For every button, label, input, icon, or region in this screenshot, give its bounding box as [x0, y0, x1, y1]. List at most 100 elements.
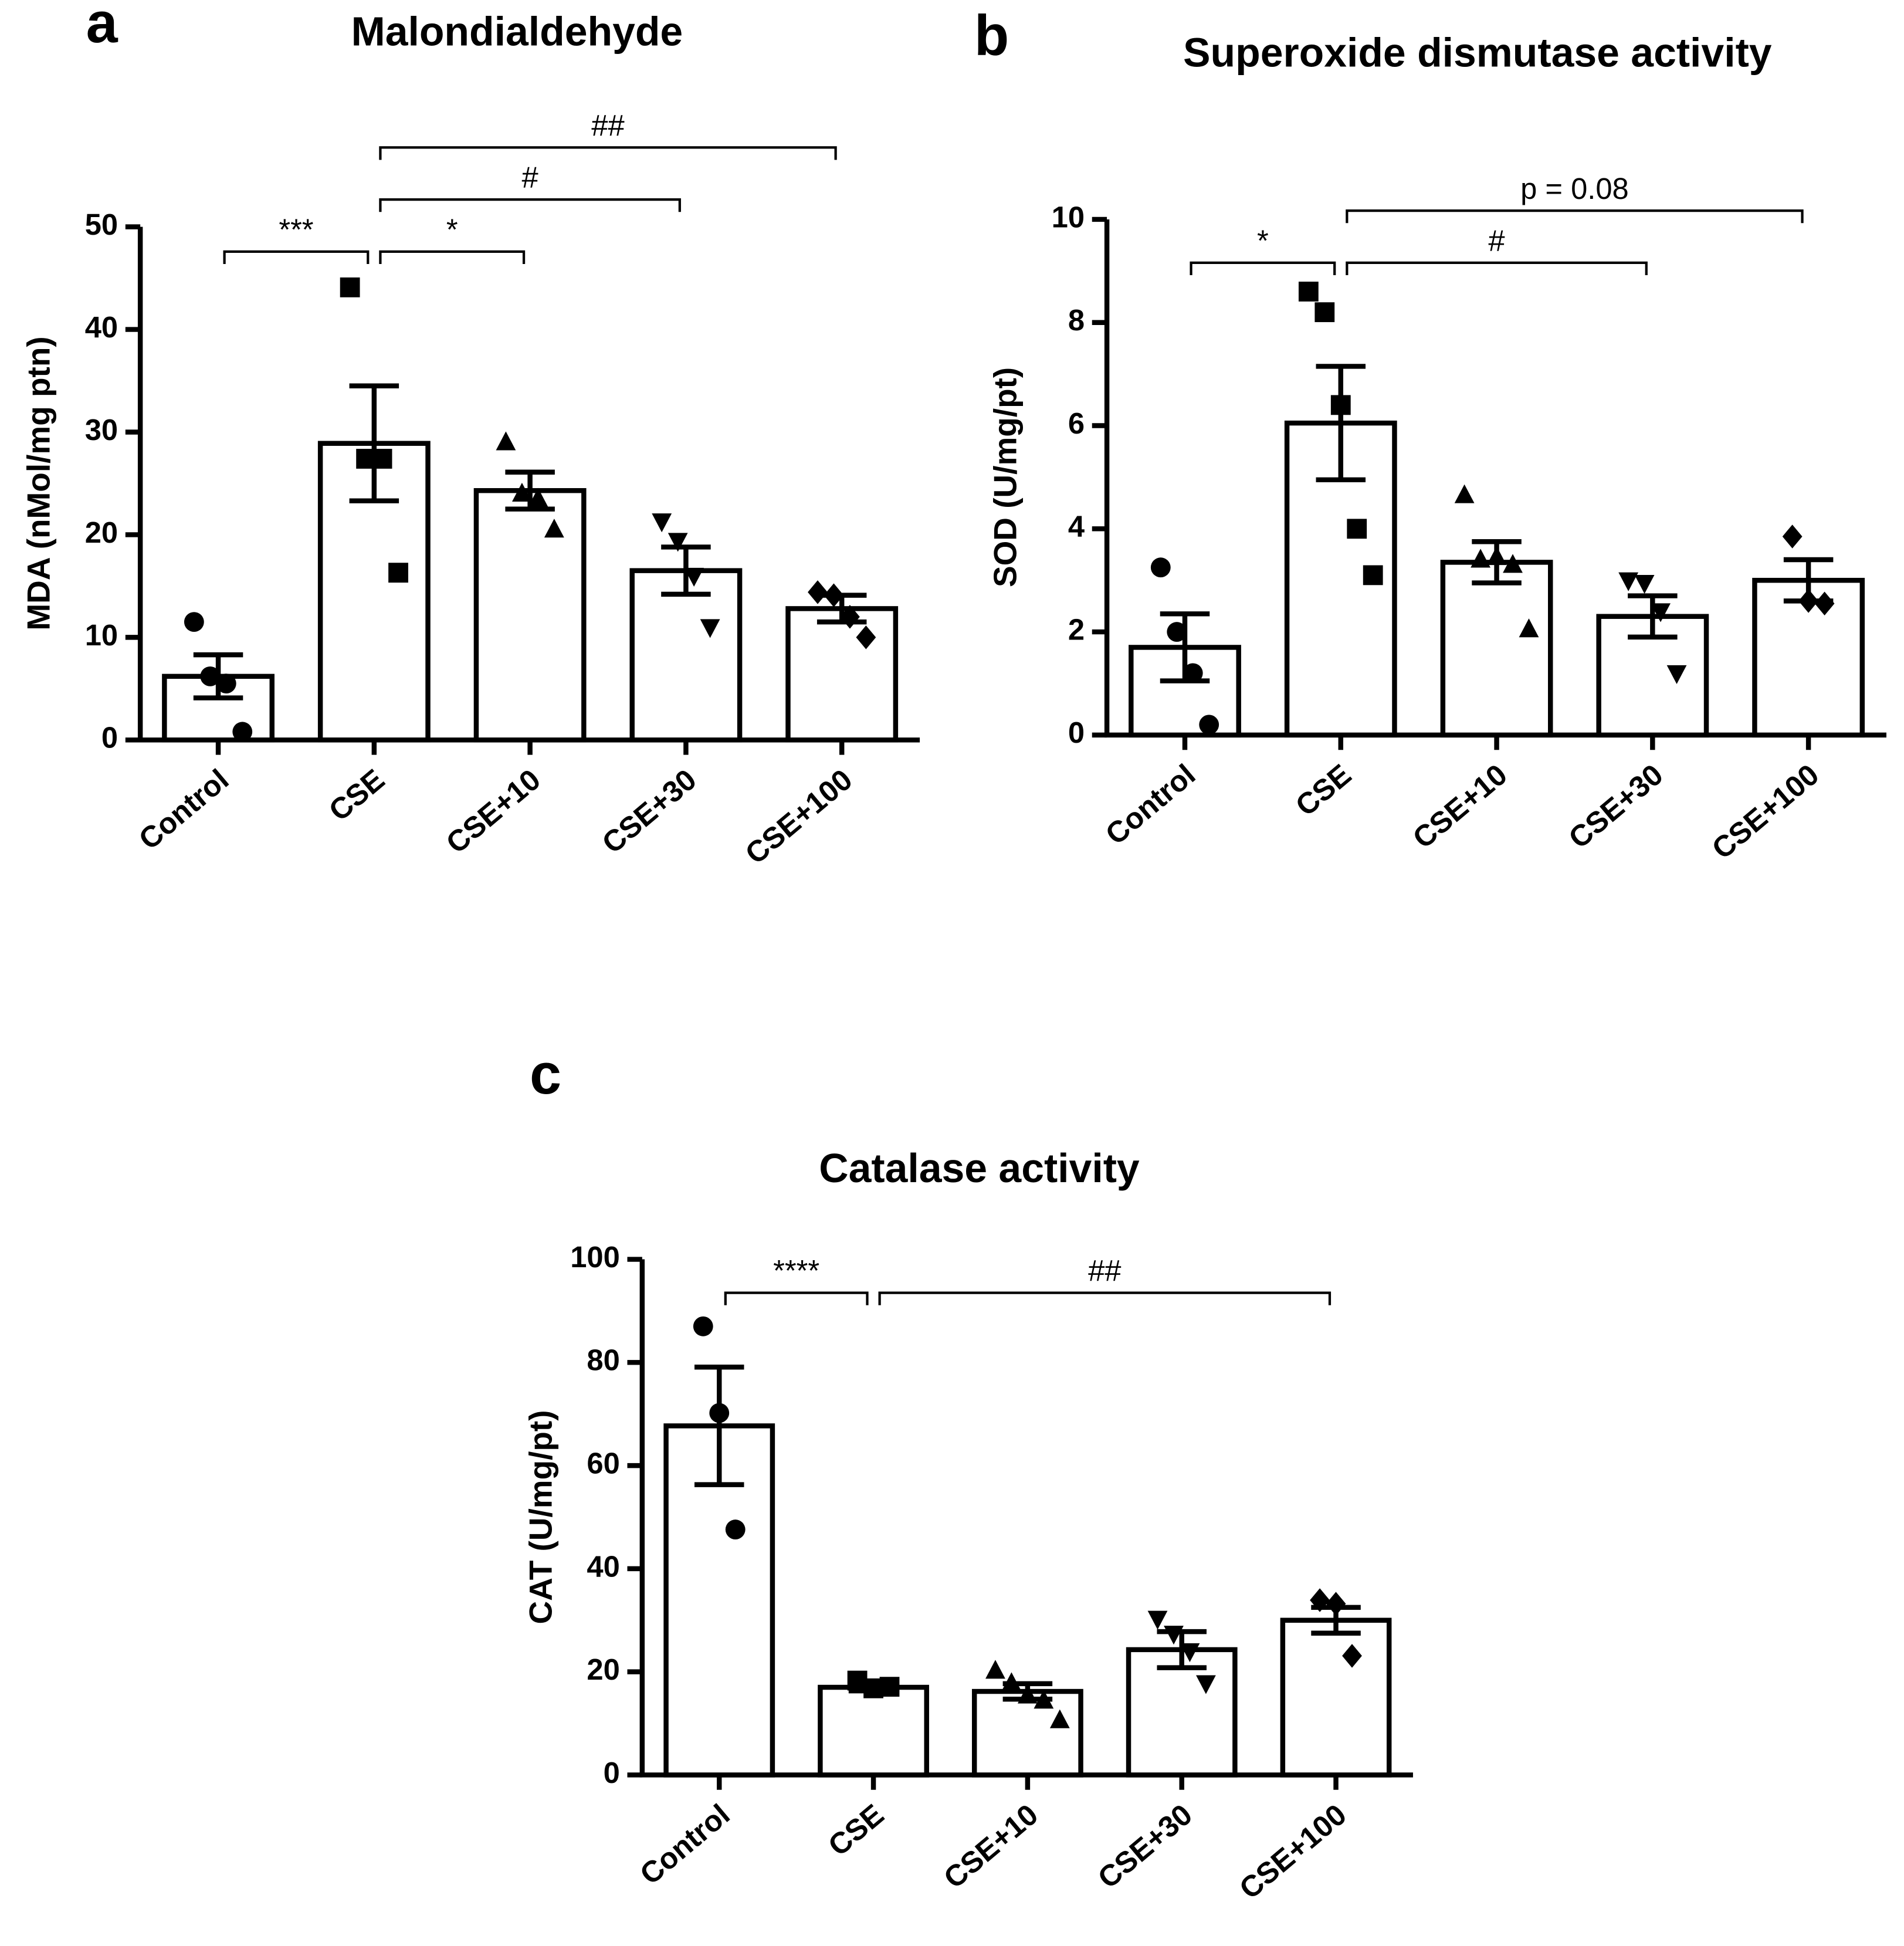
y-axis-label: MDA (nMol/mg ptn): [21, 336, 57, 630]
significance-label: #: [522, 161, 538, 194]
significance-bracket: [878, 1291, 1332, 1305]
data-point: [652, 513, 672, 533]
significance-label: ****: [773, 1254, 819, 1287]
x-tick-label: CSE+100: [1706, 757, 1825, 865]
data-point: [544, 519, 564, 538]
data-point: [684, 567, 704, 587]
data-point: [1503, 554, 1523, 573]
data-point: [1017, 1684, 1038, 1704]
data-point: [1183, 663, 1203, 683]
x-tick-label: CSE+10: [440, 763, 547, 860]
data-point: [1147, 1610, 1168, 1630]
y-tick-label: 100: [570, 1240, 620, 1274]
significance-bracket: [379, 250, 526, 265]
y-tick-label: 8: [1068, 303, 1085, 337]
data-point: [1519, 618, 1539, 638]
x-tick-label: Control: [633, 1798, 736, 1891]
significance-bracket: [1190, 261, 1336, 276]
data-point: [693, 1316, 713, 1336]
significance-bracket: [379, 198, 681, 212]
data-point: [184, 612, 204, 632]
data-point: [700, 619, 720, 638]
data-point: [1199, 715, 1219, 735]
data-point: [1314, 302, 1335, 323]
x-tick-label: CSE+100: [739, 763, 859, 871]
significance-label: *: [1257, 224, 1269, 257]
y-tick-label: 80: [587, 1343, 619, 1377]
data-point: [1001, 1672, 1022, 1691]
data-point: [1330, 395, 1351, 415]
y-tick-label: 4: [1068, 510, 1085, 543]
bar: [818, 1684, 929, 1778]
y-tick-label: 60: [587, 1446, 619, 1480]
y-tick-label: 40: [587, 1549, 619, 1583]
data-point: [1486, 546, 1507, 566]
y-tick-label: 30: [85, 413, 118, 446]
y-axis-label: CAT (U/mg/pt): [522, 1410, 558, 1624]
x-tick-label: CSE: [1289, 757, 1357, 823]
y-axis-label: SOD (U/mg/pt): [987, 367, 1024, 587]
data-point: [1034, 1690, 1054, 1709]
x-tick-label: CSE: [323, 763, 391, 828]
significance-label: ##: [591, 109, 624, 142]
y-tick-label: 20: [587, 1653, 619, 1686]
significance-label: ##: [1088, 1254, 1121, 1287]
data-point: [1782, 524, 1803, 549]
error-bar: [505, 469, 555, 512]
data-point: [1814, 591, 1835, 616]
data-point: [1798, 589, 1819, 613]
data-point: [879, 1677, 900, 1697]
data-point: [200, 666, 221, 686]
significance-bracket: [724, 1291, 869, 1305]
x-tick-label: Control: [133, 763, 235, 856]
y-tick-label: 20: [85, 516, 118, 549]
y-tick-label: 6: [1068, 407, 1085, 440]
data-point: [1454, 484, 1475, 503]
bar: [785, 606, 899, 743]
x-tick-label: CSE+30: [1562, 757, 1669, 855]
data-point: [1666, 665, 1687, 684]
error-bar: [349, 383, 399, 503]
data-point: [1049, 1709, 1070, 1728]
bar: [1280, 1617, 1392, 1778]
significance-label: #: [1488, 224, 1505, 257]
data-point: [496, 431, 516, 451]
error-bar: [1628, 593, 1678, 640]
data-point: [232, 722, 253, 742]
panel-label: c: [530, 1042, 561, 1106]
data-point: [511, 482, 532, 502]
data-point: [340, 277, 360, 297]
y-tick-label: 0: [604, 1756, 620, 1789]
data-point: [725, 1519, 746, 1539]
x-tick-label: CSE+30: [1092, 1798, 1198, 1895]
error-bar: [694, 1365, 744, 1487]
data-point: [1618, 572, 1639, 591]
error-bar: [1316, 364, 1366, 483]
y-tick-label: 40: [85, 310, 118, 344]
y-tick-label: 0: [1068, 716, 1085, 749]
chart-title: Superoxide dismutase activity: [1183, 29, 1772, 75]
panel-label: a: [86, 0, 118, 55]
data-point: [1326, 1592, 1346, 1616]
significance-label: ***: [279, 212, 313, 246]
x-tick-label: CSE+30: [595, 763, 702, 860]
y-tick-label: 0: [101, 721, 118, 754]
data-point: [528, 488, 548, 507]
data-point: [709, 1403, 730, 1423]
data-point: [1167, 622, 1187, 642]
significance-label: *: [446, 212, 458, 246]
data-point: [1363, 565, 1383, 586]
bar: [629, 568, 743, 743]
panel-label: b: [974, 3, 1009, 67]
x-tick-label: CSE+10: [937, 1798, 1044, 1895]
bar: [1440, 560, 1553, 738]
data-point: [1298, 282, 1319, 302]
x-tick-label: CSE: [822, 1798, 890, 1863]
data-point: [1347, 519, 1367, 539]
data-point: [1634, 575, 1655, 594]
data-point: [372, 449, 392, 469]
chart-title: Malondialdehyde: [351, 9, 683, 55]
data-point: [1195, 1675, 1216, 1694]
